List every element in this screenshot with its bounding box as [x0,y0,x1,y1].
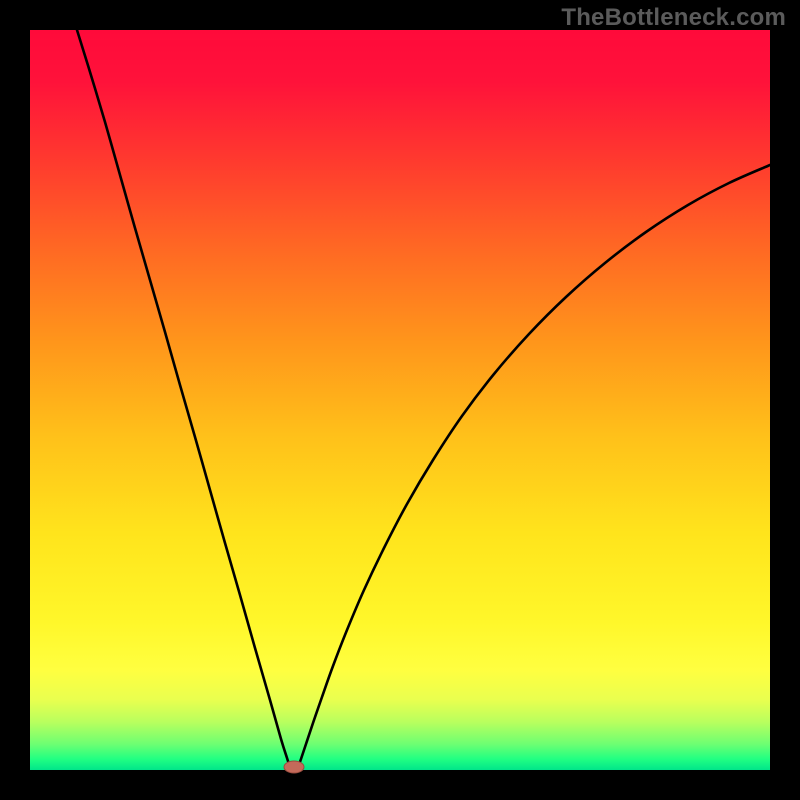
chart-svg [0,0,800,800]
chart-background [30,30,770,770]
watermark-label: TheBottleneck.com [561,4,786,32]
plot-area [0,0,800,800]
chart-container: TheBottleneck.com [0,0,800,800]
optimal-point-marker [284,761,304,773]
